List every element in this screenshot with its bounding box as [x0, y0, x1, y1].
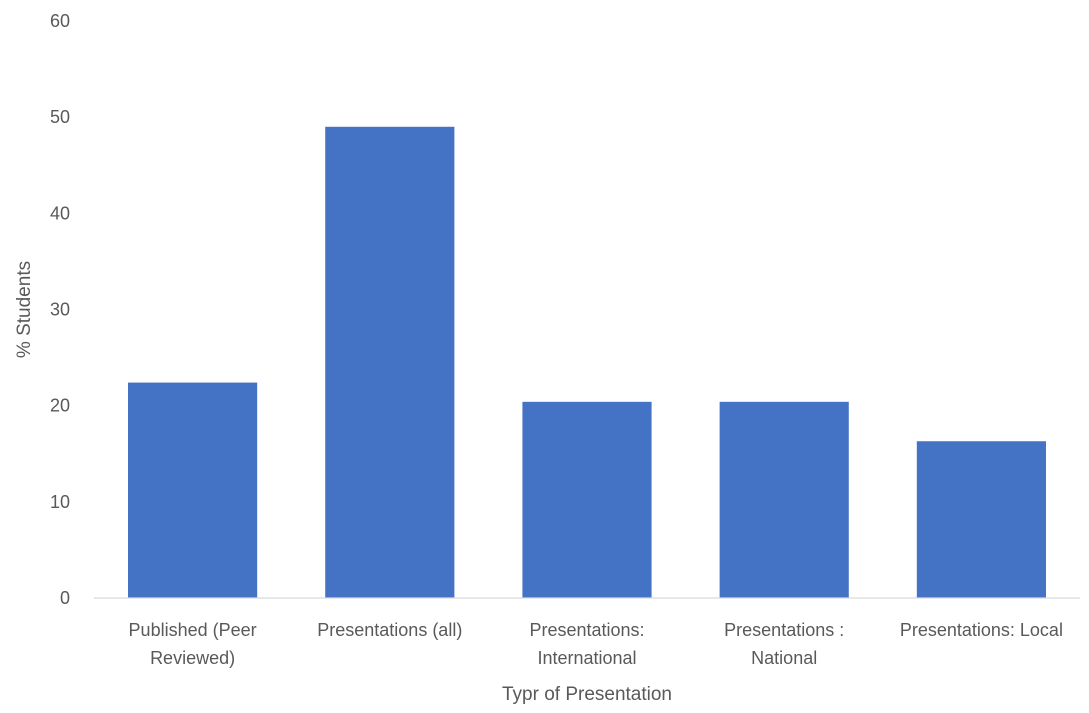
- x-tick-label-line: Presentations:: [529, 620, 644, 640]
- y-tick-label: 40: [50, 203, 70, 223]
- x-tick-label-line: Presentations: Local: [900, 620, 1063, 640]
- y-tick-label: 30: [50, 300, 70, 320]
- x-tick-label: Presentations : National: [724, 620, 844, 668]
- y-axis-ticks: 0 10 20 30 40 50 60: [50, 11, 70, 608]
- x-tick-label-line: National: [751, 648, 817, 668]
- x-tick-label-line: Reviewed): [150, 648, 235, 668]
- y-tick-label: 0: [60, 588, 70, 608]
- x-tick-label: Presentations (all): [317, 620, 462, 640]
- y-tick-label: 10: [50, 492, 70, 512]
- y-tick-label: 60: [50, 11, 70, 31]
- x-axis-title: Typr of Presentation: [502, 684, 672, 705]
- bar: [522, 401, 652, 598]
- bar: [916, 441, 1046, 598]
- y-tick-label: 50: [50, 107, 70, 127]
- y-axis-title: % Students: [14, 261, 35, 358]
- x-tick-label: Presentations: International: [529, 620, 644, 668]
- x-tick-label-line: Presentations :: [724, 620, 844, 640]
- x-tick-label-line: Presentations (all): [317, 620, 462, 640]
- bar: [325, 126, 455, 599]
- bar: [128, 382, 258, 598]
- x-axis-category-labels: Published (Peer Reviewed) Presentations (a…: [129, 620, 1063, 668]
- bar: [719, 401, 849, 598]
- x-tick-label-line: International: [537, 648, 636, 668]
- x-tick-label-line: Published (Peer: [129, 620, 257, 640]
- x-tick-label: Presentations: Local: [900, 620, 1063, 640]
- x-tick-label: Published (Peer Reviewed): [129, 620, 257, 668]
- bars: [128, 126, 1046, 599]
- y-tick-label: 20: [50, 396, 70, 416]
